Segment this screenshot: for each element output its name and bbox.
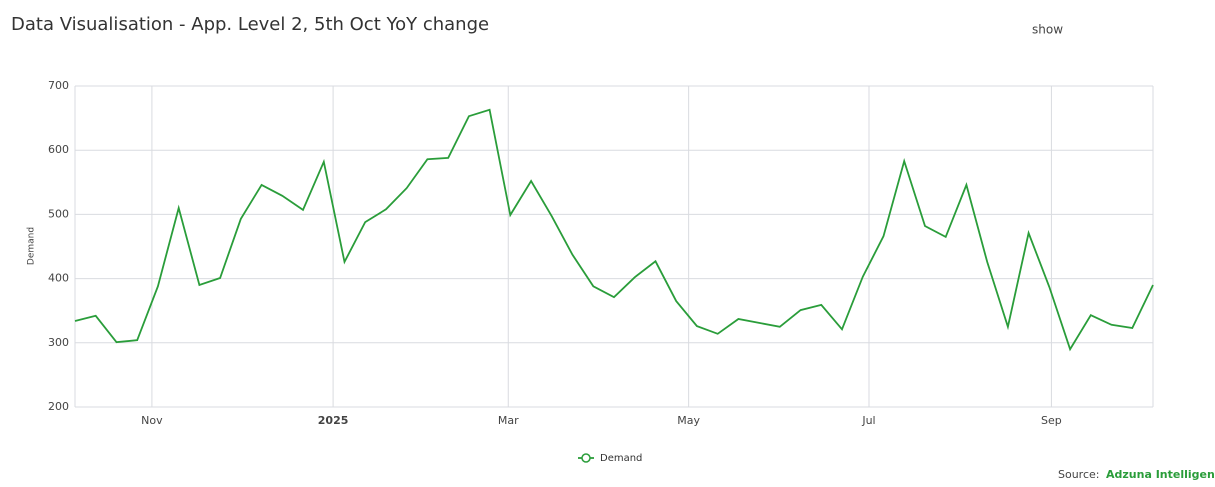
y-tick-label: 200 <box>48 400 69 413</box>
show-toggle[interactable]: show <box>1032 23 1063 37</box>
x-tick-label: Sep <box>1041 414 1062 427</box>
x-tick-label: Nov <box>141 414 163 427</box>
source-label: Source: <box>1058 468 1100 481</box>
x-tick-label: 2025 <box>318 414 349 427</box>
y-tick-label: 700 <box>48 79 69 92</box>
chart-title: Data Visualisation - App. Level 2, 5th O… <box>11 14 489 35</box>
y-tick-label: 300 <box>48 336 69 349</box>
y-tick-label: 600 <box>48 143 69 156</box>
source-name[interactable]: Adzuna Intelligence <box>1106 468 1215 481</box>
legend-label: Demand <box>600 453 642 464</box>
y-tick-label: 500 <box>48 207 69 220</box>
x-tick-label: Mar <box>498 414 519 427</box>
y-axis-label: Demand <box>27 227 37 265</box>
x-tick-label: May <box>677 414 700 427</box>
data-line <box>74 108 1154 352</box>
x-tick-label: Jul <box>861 414 875 427</box>
legend-marker <box>581 453 591 463</box>
y-tick-label: 400 <box>48 272 69 285</box>
